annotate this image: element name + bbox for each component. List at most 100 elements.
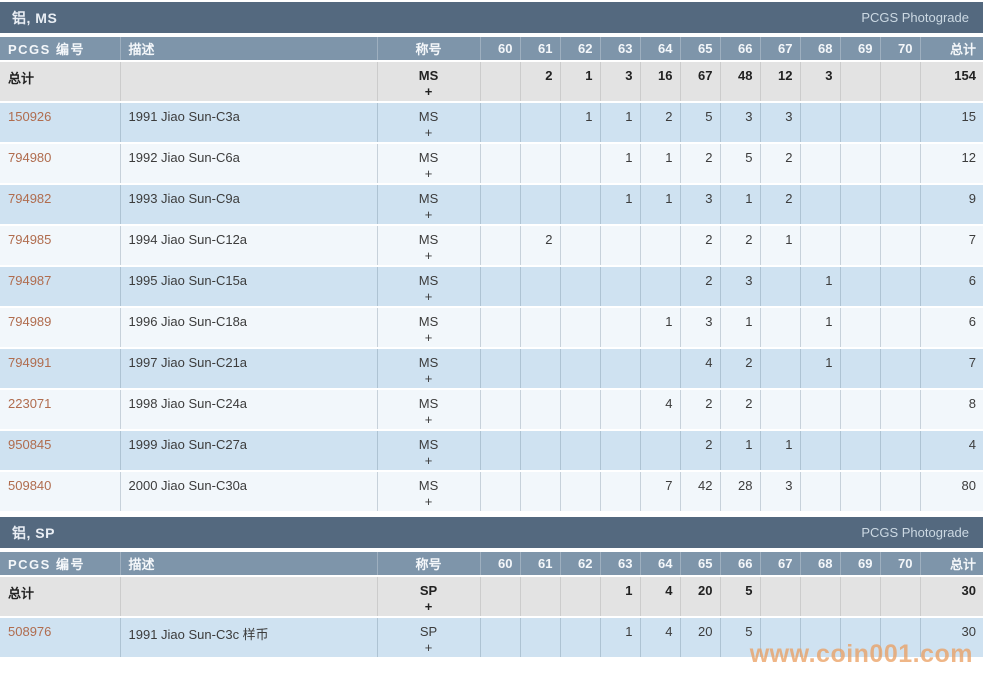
grade-count-cell: [760, 617, 801, 659]
grade-count-cell: [600, 471, 641, 513]
column-header-row: PCGS 编号 描述 称号 60 61 62 63 64 65 66 67 68 69 70 总计: [0, 552, 983, 577]
grade-count-cell: [840, 576, 881, 618]
pcgs-number-cell: 794985: [0, 225, 121, 267]
designation-text: MS: [418, 191, 439, 206]
designation-text: MS: [418, 232, 439, 247]
grade-count-cell: [840, 61, 881, 103]
grade-count-cell: 42: [680, 471, 721, 513]
grade-count-cell: [760, 266, 801, 308]
grade-count-cell: 1: [600, 184, 641, 226]
population-table: PCGS 编号 描述 称号 60 61 62 63 64 65 66 67 68 69 70 总计 总计 SP…: [0, 552, 983, 659]
pcgs-number-cell: 794991: [0, 348, 121, 390]
designation-cell: MS +: [377, 471, 481, 513]
pcgs-number-link[interactable]: 794985: [8, 232, 52, 247]
grade-count-cell: 67: [680, 61, 721, 103]
grade-count-cell: [560, 266, 601, 308]
plus-sign: +: [424, 640, 433, 655]
grade-count-cell: [560, 471, 601, 513]
table-row: 794989 1996 Jiao Sun-C18a MS +1 3 1 1 6: [0, 307, 983, 349]
grade-count-cell: [560, 143, 601, 185]
grade-count-cell: [560, 307, 601, 349]
grade-count-cell: [840, 184, 881, 226]
designation-cell: MS +: [377, 184, 481, 226]
column-header-9: 66: [720, 552, 761, 577]
pcgs-number-link[interactable]: 794982: [8, 191, 52, 206]
row-total-cell: 8: [920, 389, 983, 431]
pcgs-number-cell: 508976: [0, 617, 121, 659]
section-header-bar: 铝, MS PCGS Photograde: [0, 2, 983, 33]
grade-count-cell: [600, 430, 641, 472]
grade-count-cell: [800, 389, 841, 431]
grade-count-cell: [480, 576, 521, 618]
grade-count-cell: [520, 307, 561, 349]
pcgs-number-link[interactable]: 794980: [8, 150, 52, 165]
designation-text: MS: [418, 314, 439, 329]
grade-count-cell: [760, 348, 801, 390]
pcgs-number-link[interactable]: 509840: [8, 478, 52, 493]
table-row: 794991 1997 Jiao Sun-C21a MS +4 2 1 7: [0, 348, 983, 390]
pcgs-number-link[interactable]: 508976: [8, 624, 52, 639]
grade-count-cell: [480, 348, 521, 390]
grade-count-cell: 28: [720, 471, 761, 513]
grade-count-cell: [800, 143, 841, 185]
grade-count-cell: 1: [800, 348, 841, 390]
grade-count-cell: 2: [520, 225, 561, 267]
column-header-2: 称号: [377, 37, 481, 62]
designation-cell: MS +: [377, 348, 481, 390]
designation-text: MS: [418, 355, 439, 370]
column-header-row: PCGS 编号 描述 称号 60 61 62 63 64 65 66 67 68 69 70 总计: [0, 37, 983, 62]
grade-count-cell: 2: [760, 184, 801, 226]
grade-count-cell: 4: [640, 617, 681, 659]
grade-count-cell: 2: [720, 225, 761, 267]
row-total-cell: 15: [920, 102, 983, 144]
column-header-2: 称号: [377, 552, 481, 577]
totals-label-cell: 总计: [0, 61, 121, 103]
pcgs-number-link[interactable]: 794989: [8, 314, 52, 329]
grade-count-cell: 1: [600, 143, 641, 185]
pcgs-number-link[interactable]: 794987: [8, 273, 52, 288]
description-cell: 1993 Jiao Sun-C9a: [120, 184, 378, 226]
row-total-cell: 6: [920, 307, 983, 349]
grade-count-cell: [800, 225, 841, 267]
grade-count-cell: [640, 266, 681, 308]
grade-count-cell: [840, 266, 881, 308]
grade-count-cell: 1: [640, 307, 681, 349]
column-header-11: 68: [800, 552, 841, 577]
column-header-10: 67: [760, 37, 801, 62]
grade-count-cell: [600, 389, 641, 431]
description-cell: 1991 Jiao Sun-C3c 样币: [120, 617, 378, 659]
grade-count-cell: [880, 617, 921, 659]
pcgs-number-link[interactable]: 950845: [8, 437, 52, 452]
row-total-cell: 7: [920, 225, 983, 267]
grade-count-cell: 1: [560, 102, 601, 144]
designation-cell: MS +: [377, 430, 481, 472]
grade-count-cell: 2: [680, 143, 721, 185]
column-header-5: 62: [560, 37, 601, 62]
grade-count-cell: [520, 576, 561, 618]
grade-count-cell: [880, 61, 921, 103]
pcgs-number-cell: 794989: [0, 307, 121, 349]
table-body: 总计 MS +2 1 3 16 67 48 12 3 154 150926 1991 Jiao Sun-…: [0, 61, 983, 513]
designation-cell: MS +: [377, 102, 481, 144]
grade-count-cell: 1: [760, 430, 801, 472]
grade-count-cell: [600, 225, 641, 267]
description-cell: 1991 Jiao Sun-C3a: [120, 102, 378, 144]
grade-count-cell: 1: [800, 266, 841, 308]
grade-count-cell: 1: [720, 184, 761, 226]
pcgs-number-link[interactable]: 150926: [8, 109, 52, 124]
population-table: PCGS 编号 描述 称号 60 61 62 63 64 65 66 67 68 69 70 总计 总计 MS…: [0, 37, 983, 513]
grade-count-cell: [880, 307, 921, 349]
pcgs-number-link[interactable]: 223071: [8, 396, 52, 411]
grade-count-cell: [840, 617, 881, 659]
row-total-cell: 30: [920, 617, 983, 659]
grade-count-cell: [480, 389, 521, 431]
designation-cell: MS +: [377, 389, 481, 431]
grade-count-cell: [760, 307, 801, 349]
column-header-7: 64: [640, 552, 681, 577]
plus-sign: +: [424, 371, 433, 386]
plus-sign: +: [424, 125, 433, 140]
designation-text: MS: [418, 68, 439, 83]
grade-count-cell: [600, 348, 641, 390]
pcgs-number-link[interactable]: 794991: [8, 355, 52, 370]
column-header-0: PCGS 编号: [0, 37, 121, 62]
